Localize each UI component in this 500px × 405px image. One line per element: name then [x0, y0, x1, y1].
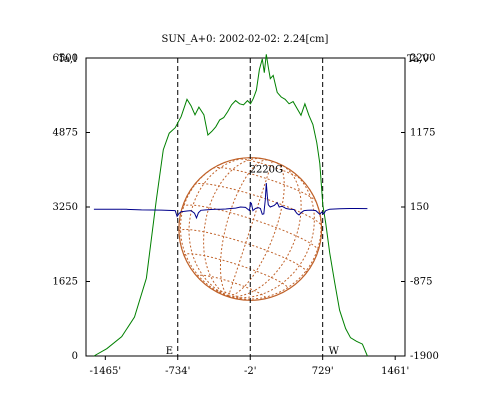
disk-parallel [182, 204, 319, 251]
left-ticks: 6500 4875 3250 1625 0 [53, 53, 90, 362]
limb-marker-label: W [329, 346, 340, 357]
x-tick-label: 1461' [381, 366, 409, 377]
series-line-stokes-v [93, 182, 368, 220]
x-tick-label: -2' [244, 366, 257, 377]
right-ticks: 2200 1175 150 -875 -1900 [401, 53, 439, 362]
disk-parallel [237, 158, 303, 181]
solar-disk-grid [178, 157, 323, 301]
right-tick-label: 1175 [410, 128, 435, 139]
disk-meridian [228, 164, 302, 298]
right-tick-label: -875 [410, 277, 432, 288]
left-tick-label: 4875 [53, 128, 78, 139]
disk-parallel [194, 183, 322, 227]
disk-meridian [219, 159, 269, 297]
series-line-intensity-i [93, 54, 368, 357]
x-tick-label: 729' [312, 366, 334, 377]
disk-meridian [228, 161, 285, 297]
disk-parallel [213, 167, 317, 202]
x-ticks: -1465' -734' -2' 729' 1461' [90, 356, 409, 377]
annotation-layer: 2220G [250, 165, 283, 176]
left-tick-label: 3250 [53, 202, 78, 213]
x-tick-label: -1465' [90, 366, 122, 377]
x-tick-label: -734' [165, 366, 190, 377]
left-axis-label: Ta,I [58, 54, 77, 65]
disk-parallel [183, 253, 289, 290]
limb-marker-label: E [166, 346, 173, 357]
chart-title: SUN_A+0: 2002-02-02: 2.24[cm] [162, 34, 329, 45]
right-tick-label: 150 [410, 202, 429, 213]
right-tick-label: 2200 [410, 53, 435, 64]
disk-parallel [216, 290, 241, 300]
right-axis-label: Ta,V [407, 54, 430, 65]
right-tick-label: -1900 [410, 351, 439, 362]
disk-meridian [227, 160, 273, 297]
left-tick-label: 6500 [53, 53, 78, 64]
annotation-label: 2220G [250, 165, 283, 176]
left-tick-label: 1625 [53, 277, 78, 288]
disk-parallel [196, 274, 266, 300]
left-tick-label: 0 [72, 351, 78, 362]
disk-meridian [228, 189, 322, 300]
disk-meridian [203, 157, 264, 297]
disk-parallel [178, 228, 308, 274]
series-layer [93, 54, 368, 357]
